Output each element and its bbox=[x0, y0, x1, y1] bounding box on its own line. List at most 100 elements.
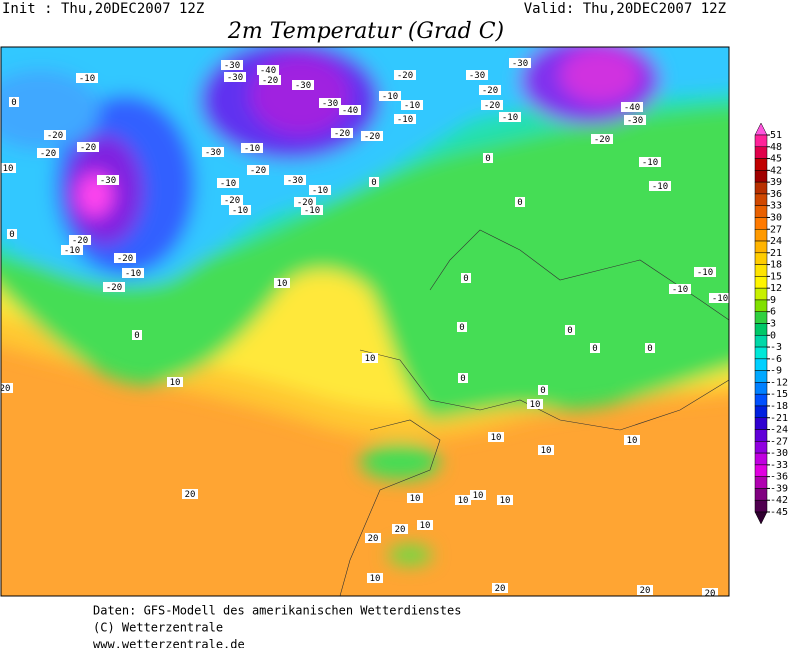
contour-label: -10 bbox=[649, 181, 671, 192]
contour-label-box bbox=[292, 80, 314, 90]
contour-label: -30 bbox=[221, 60, 243, 71]
contour-label-text: 20 bbox=[495, 584, 506, 594]
colorbar-label: 45 bbox=[770, 154, 782, 165]
map-title: 2m Temperatur (Grad C) bbox=[227, 19, 504, 44]
contour-label: -10 bbox=[694, 267, 716, 278]
contour-label: 20 bbox=[637, 585, 653, 596]
contour-label-box bbox=[527, 399, 543, 409]
contour-label: -20 bbox=[69, 235, 91, 246]
contour-label: -10 bbox=[61, 245, 83, 256]
colorbar-swatch bbox=[754, 287, 768, 301]
contour-label: -10 bbox=[709, 293, 729, 304]
contour-label-text: -40 bbox=[624, 103, 640, 113]
contour-label-box bbox=[481, 100, 503, 110]
contour-label-box bbox=[590, 343, 600, 353]
contour-label: 10 bbox=[538, 445, 554, 456]
contour-label-box bbox=[224, 72, 246, 82]
contour-label-box bbox=[294, 197, 316, 207]
colorbar-swatch bbox=[754, 476, 768, 489]
contour-label-box bbox=[379, 91, 401, 101]
contour-label-box bbox=[488, 432, 504, 442]
contour-label: 10 bbox=[167, 377, 183, 388]
contour-label: 20 bbox=[492, 583, 508, 594]
contour-label-box bbox=[466, 70, 488, 80]
contour-label-text: 10 bbox=[530, 400, 541, 410]
contour-label-box bbox=[401, 100, 423, 110]
contour-label: -20 bbox=[394, 70, 416, 81]
colorbar-label: 30 bbox=[770, 212, 782, 223]
contour-label: -40 bbox=[339, 105, 361, 116]
contour-label-box bbox=[361, 131, 383, 141]
contour-label-text: -30 bbox=[469, 71, 485, 81]
contour-label-box bbox=[114, 253, 136, 263]
contour-label-text: 0 bbox=[592, 344, 597, 354]
contour-label: 0 bbox=[7, 229, 17, 240]
contour-label-box bbox=[1, 383, 13, 393]
colorbar-swatch bbox=[754, 229, 768, 242]
contour-label-text: -10 bbox=[642, 158, 658, 168]
contour-label-text: 10 bbox=[170, 378, 181, 388]
contour-label-text: -10 bbox=[672, 285, 688, 295]
contour-label: -10 bbox=[309, 185, 331, 196]
contour-label: -40 bbox=[257, 65, 279, 76]
contour-label-box bbox=[669, 284, 691, 294]
contour-label-box bbox=[457, 322, 467, 332]
contour-label: -30 bbox=[624, 115, 646, 126]
contour-label: -20 bbox=[331, 128, 353, 139]
contour-label-box bbox=[77, 142, 99, 152]
colorbar-label: -33 bbox=[770, 460, 788, 471]
contour-label-text: -30 bbox=[224, 61, 240, 71]
colorbar-label: -39 bbox=[770, 483, 788, 494]
contour-label: 0 bbox=[9, 97, 19, 108]
contour-label: 20 bbox=[702, 588, 718, 596]
colorbar-label: -27 bbox=[770, 436, 788, 447]
contour-label-box bbox=[455, 495, 471, 505]
contour-label-text: -10 bbox=[397, 115, 413, 125]
contour-label-text: -30 bbox=[295, 81, 311, 91]
contour-label-text: -40 bbox=[260, 66, 276, 76]
contour-label-text: 10 bbox=[458, 496, 469, 506]
contour-label: -30 bbox=[292, 80, 314, 91]
footer-line: (C) Wetterzentrale bbox=[93, 621, 223, 635]
contour-label-box bbox=[538, 445, 554, 455]
contour-label-box bbox=[97, 175, 119, 185]
colorbar-swatch bbox=[754, 181, 768, 195]
contour-label-text: 0 bbox=[9, 230, 14, 240]
contour-label: 10 bbox=[1, 163, 16, 174]
contour-label-box bbox=[284, 175, 306, 185]
contour-label: -20 bbox=[77, 142, 99, 153]
contour-label: -20 bbox=[247, 165, 269, 176]
contour-label-text: -40 bbox=[342, 106, 358, 116]
contour-label-text: -20 bbox=[40, 149, 56, 159]
contour-label-text: -10 bbox=[712, 294, 728, 304]
contour-label-box bbox=[257, 65, 279, 75]
contour-label-text: -10 bbox=[502, 113, 518, 123]
contour-label-box bbox=[624, 115, 646, 125]
contour-label-box bbox=[709, 293, 729, 303]
colorbar-label: 48 bbox=[770, 142, 782, 153]
contour-label-text: -20 bbox=[334, 129, 350, 139]
contour-label-box bbox=[515, 197, 525, 207]
colorbar-label: -15 bbox=[770, 389, 788, 400]
contour-label-box bbox=[7, 229, 17, 239]
contour-label: -20 bbox=[294, 197, 316, 208]
contour-label-text: -10 bbox=[312, 186, 328, 196]
contour-label: 0 bbox=[483, 153, 493, 164]
contour-label-box bbox=[259, 75, 281, 85]
colorbar-cap bbox=[754, 122, 768, 136]
contour-label-text: 20 bbox=[368, 534, 379, 544]
contour-label: 0 bbox=[515, 197, 525, 208]
contour-label-box bbox=[645, 343, 655, 353]
contour-label-text: -20 bbox=[80, 143, 96, 153]
colorbar-swatch bbox=[754, 158, 768, 171]
colorbar-label: -30 bbox=[770, 448, 788, 459]
colorbar-swatch bbox=[754, 335, 768, 348]
contour-label-box bbox=[639, 157, 661, 167]
contour-label-text: -20 bbox=[594, 135, 610, 145]
colorbar-cap bbox=[754, 511, 768, 525]
colorbar-label: -42 bbox=[770, 495, 788, 506]
contour-label-text: -20 bbox=[364, 132, 380, 142]
contour-label-text: -20 bbox=[72, 236, 88, 246]
contour-label: -30 bbox=[284, 175, 306, 186]
